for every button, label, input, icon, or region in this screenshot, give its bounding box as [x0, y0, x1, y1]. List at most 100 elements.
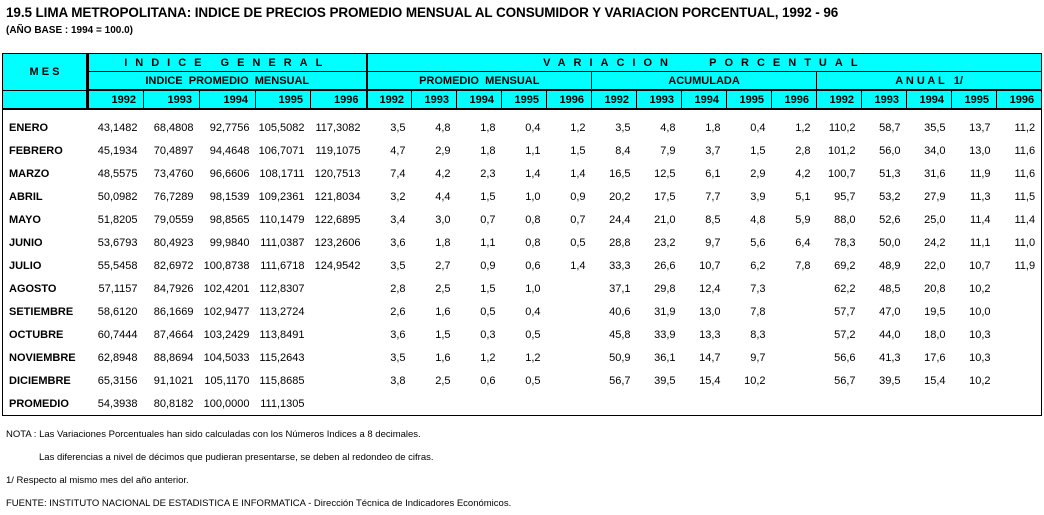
table-cell: 0,5	[525, 328, 541, 341]
table-cell: 56,7	[609, 374, 631, 387]
page-title: 19.5 LIMA METROPOLITANA: INDICE DE PRECI…	[6, 5, 839, 20]
table-cell: 0,6	[525, 259, 541, 272]
table-cell: 87,4664	[153, 328, 194, 341]
table-cell: 102,9477	[203, 305, 250, 318]
table-cell: 0,8	[525, 236, 541, 249]
table-cell: 121,8034	[314, 190, 361, 203]
table-cell: 9,7	[705, 236, 721, 249]
header-mes: M E S	[2, 53, 89, 91]
table-cell: 1,6	[435, 305, 451, 318]
table-cell: 65,3156	[97, 374, 138, 387]
table-cell: 1,5	[570, 144, 586, 157]
month-label: MARZO	[9, 167, 50, 180]
header-year: 1996	[546, 89, 593, 110]
table-cell: 100,8738	[203, 259, 250, 272]
table-cell: 10,3	[969, 351, 991, 364]
table-cell: 11,1	[969, 236, 991, 249]
table-row: ABRIL 50,0982 76,7289 98,1539 109,2361 121,80…	[3, 185, 1042, 208]
table-cell: 111,1305	[260, 397, 305, 410]
table-cell: 103,2429	[203, 328, 250, 341]
table-cell: 37,1	[609, 282, 631, 295]
header-year: 1994	[199, 89, 256, 110]
table-cell: 1,4	[570, 167, 586, 180]
table-cell	[772, 323, 817, 346]
table-cell	[772, 277, 817, 300]
table-cell: 5,6	[750, 236, 766, 249]
table-cell: 52,6	[879, 213, 901, 226]
table-cell: 3,0	[435, 213, 451, 226]
table-cell: 41,3	[879, 351, 901, 364]
table-cell: 6,2	[750, 259, 766, 272]
table-cell: 95,7	[834, 190, 856, 203]
table-cell: 1,8	[480, 121, 496, 134]
table-cell: 10,3	[969, 328, 991, 341]
table-cell: 11,5	[1014, 190, 1036, 203]
table-cell	[457, 392, 502, 416]
table-cell: 56,6	[834, 351, 856, 364]
page-subtitle: (AÑO BASE : 1994 = 100.0)	[6, 25, 133, 36]
header-year: 1994	[906, 89, 953, 110]
table-cell: 1,0	[525, 282, 541, 295]
table-cell	[727, 392, 772, 416]
table-cell: 10,7	[699, 259, 721, 272]
table-cell: 0,4	[525, 305, 541, 318]
table-cell: 22,0	[924, 259, 946, 272]
table-cell: 8,4	[615, 144, 631, 157]
table-cell: 17,5	[654, 190, 676, 203]
table-cell: 3,9	[750, 190, 766, 203]
header-year: 1993	[861, 89, 908, 110]
table-cell: 3,5	[615, 121, 631, 134]
table-cell: 98,1539	[209, 190, 250, 203]
header-year: 1995	[951, 89, 998, 110]
table-cell: 3,4	[390, 213, 406, 226]
table-cell: 117,3082	[315, 121, 361, 134]
table-cell	[547, 392, 592, 416]
table-cell	[547, 346, 592, 369]
table-cell: 26,6	[654, 259, 676, 272]
table-cell	[997, 392, 1042, 416]
table-cell: 0,6	[480, 374, 496, 387]
table-cell: 4,8	[435, 121, 451, 134]
table-cell: 10,2	[969, 374, 991, 387]
table-cell: 24,4	[609, 213, 631, 226]
table-cell: 2,5	[435, 374, 451, 387]
table-cell: 0,8	[525, 213, 541, 226]
table-cell: 1,2	[480, 351, 496, 364]
table-cell	[997, 369, 1042, 392]
table-cell: 7,8	[795, 259, 811, 272]
table-cell: 13,0	[969, 144, 991, 157]
table-cell: 57,1157	[98, 282, 138, 295]
month-label: OCTUBRE	[9, 328, 64, 341]
table-cell	[772, 392, 817, 416]
table-row: PROMEDIO 54,3938 80,8182 100,0000 111,1305	[3, 392, 1042, 416]
table-cell: 0,3	[480, 328, 496, 341]
table-cell: 11,6	[1014, 167, 1036, 180]
table-cell: 0,7	[570, 213, 586, 226]
table-cell: 57,2	[834, 328, 856, 341]
table-row: ENERO 43,1482 68,4808 92,7756 105,5082 117,30…	[3, 109, 1042, 139]
table-cell	[682, 392, 727, 416]
table-cell: 92,7756	[209, 121, 250, 134]
table-cell: 2,6	[390, 305, 406, 318]
table-cell: 4,8	[750, 213, 766, 226]
table-cell	[997, 300, 1042, 323]
table-cell: 50,9	[609, 351, 631, 364]
table-cell: 20,2	[609, 190, 631, 203]
table-cell: 3,2	[390, 190, 406, 203]
table-cell: 53,2	[879, 190, 901, 203]
header-indice-general: INDICE GENERAL	[86, 53, 368, 72]
table-cell: 3,5	[390, 259, 406, 272]
table-cell	[772, 369, 817, 392]
month-label: ABRIL	[9, 190, 43, 203]
table-cell	[311, 277, 367, 300]
table-cell: 11,0	[1014, 236, 1036, 249]
table-cell: 25,0	[924, 213, 946, 226]
table-cell	[311, 369, 367, 392]
table-cell: 1,4	[570, 259, 586, 272]
table-cell: 80,8182	[153, 397, 194, 410]
table-cell	[412, 392, 457, 416]
table-cell: 3,8	[390, 374, 406, 387]
table-row: MARZO 48,5575 73,4760 96,6606 108,1711 120,75…	[3, 162, 1042, 185]
table-cell: 70,4897	[153, 144, 194, 157]
table-cell: 0,9	[480, 259, 496, 272]
